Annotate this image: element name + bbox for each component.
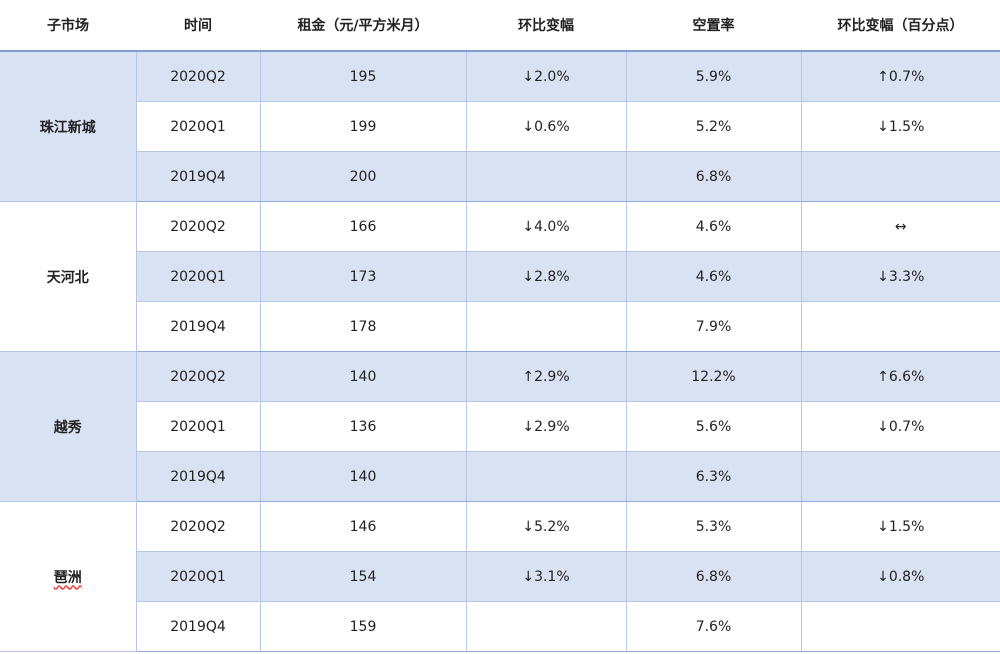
table-row: 琶洲 2020Q2 146 ↓5.2% 5.3% ↓1.5% (0, 501, 1000, 652)
vacancy-change-cell (800, 301, 1000, 352)
vacancy-cell: 7.6% (625, 601, 802, 652)
time-cell: 2020Q1 (136, 101, 261, 152)
header-time: 时间 (136, 0, 260, 52)
time-cell: 2019Q4 (136, 301, 261, 352)
table-row: 2019Q4 159 7.6% (0, 601, 1000, 652)
rent-change-cell (465, 451, 627, 502)
rent-cell: 159 (259, 601, 467, 652)
rent-cell: 199 (259, 101, 467, 152)
rent-cell: 146 (259, 501, 467, 552)
submarket-cell: 天河北 (0, 201, 137, 352)
header-row: 子市场 时间 租金（元/平方米月） 环比变幅 空置率 环比变幅（百分点） (0, 0, 1000, 52)
table-row: 2019Q4 200 6.8% (0, 151, 1000, 202)
rent-change-cell (465, 301, 627, 352)
vacancy-change-cell (800, 601, 1000, 652)
rent-change-cell: ↓3.1% (465, 551, 627, 602)
rent-cell: 195 (259, 50, 467, 102)
rent-change-cell (465, 151, 627, 202)
rent-cell: 200 (259, 151, 467, 202)
vacancy-cell: 6.8% (625, 151, 802, 202)
rent-cell: 154 (259, 551, 467, 602)
vacancy-cell: 5.9% (625, 50, 802, 102)
vacancy-cell: 7.9% (625, 301, 802, 352)
header-vacancy: 空置率 (626, 0, 801, 52)
header-submarket: 子市场 (0, 0, 136, 52)
rent-change-cell (465, 601, 627, 652)
vacancy-change-cell: ↓3.3% (800, 251, 1000, 302)
rent-change-cell: ↓4.0% (465, 201, 627, 252)
time-cell: 2019Q4 (136, 151, 261, 202)
table-row: 越秀 2020Q2 140 ↑2.9% 12.2% ↑6.6% (0, 351, 1000, 502)
time-cell: 2020Q2 (135, 201, 261, 252)
table-row: 2020Q1 136 ↓2.9% 5.6% ↓0.7% (0, 401, 1000, 452)
rent-change-cell: ↓0.6% (465, 101, 627, 152)
vacancy-change-cell: ↓1.5% (800, 101, 1000, 152)
vacancy-change-cell (800, 151, 1000, 202)
table-row: 天河北 2020Q2 166 ↓4.0% 4.6% ↔ (0, 201, 1000, 352)
time-cell: 2020Q1 (136, 401, 261, 452)
table-row: 2019Q4 178 7.9% (0, 301, 1000, 352)
time-cell: 2020Q2 (135, 50, 261, 102)
rent-change-cell: ↓2.8% (465, 251, 627, 302)
vacancy-cell: 12.2% (625, 351, 802, 402)
rent-cell: 178 (259, 301, 467, 352)
submarket-label: 琶洲 (53, 569, 82, 586)
time-cell: 2020Q1 (136, 551, 261, 602)
vacancy-cell: 5.6% (625, 401, 802, 452)
vacancy-change-cell (800, 451, 1000, 502)
time-cell: 2020Q2 (135, 501, 261, 552)
vacancy-change-cell: ↓1.5% (800, 501, 1000, 552)
vacancy-change-cell: ↑6.6% (800, 351, 1000, 402)
rent-change-cell: ↓2.0% (465, 50, 627, 102)
vacancy-change-cell: ↔ (800, 201, 1000, 252)
time-cell: 2019Q4 (136, 451, 261, 502)
vacancy-cell: 4.6% (625, 201, 802, 252)
rent-cell: 140 (259, 451, 467, 502)
rent-change-cell: ↑2.9% (465, 351, 627, 402)
header-vacancy-change: 环比变幅（百分点） (801, 0, 1000, 52)
submarket-cell: 琶洲 (0, 501, 137, 652)
table-row: 2019Q4 140 6.3% (0, 451, 1000, 502)
rent-change-cell: ↓5.2% (465, 501, 627, 552)
time-cell: 2020Q2 (135, 351, 261, 402)
vacancy-cell: 6.3% (625, 451, 802, 502)
header-rent: 租金（元/平方米月） (260, 0, 466, 52)
vacancy-cell: 5.2% (625, 101, 802, 152)
submarket-cell: 珠江新城 (0, 50, 137, 202)
table-row: 珠江新城 2020Q2 195 ↓2.0% 5.9% ↑0.7% (0, 50, 1000, 202)
submarket-cell: 越秀 (0, 351, 137, 502)
table-row: 2020Q1 199 ↓0.6% 5.2% ↓1.5% (0, 101, 1000, 152)
rent-cell: 173 (259, 251, 467, 302)
vacancy-cell: 5.3% (625, 501, 802, 552)
rent-cell: 140 (259, 351, 467, 402)
table-row: 2020Q1 173 ↓2.8% 4.6% ↓3.3% (0, 251, 1000, 302)
vacancy-change-cell: ↑0.7% (800, 50, 1000, 102)
rent-change-cell: ↓2.9% (465, 401, 627, 452)
time-cell: 2019Q4 (136, 601, 261, 652)
rent-cell: 166 (259, 201, 467, 252)
rent-cell: 136 (259, 401, 467, 452)
table-row: 2020Q1 154 ↓3.1% 6.8% ↓0.8% (0, 551, 1000, 602)
vacancy-change-cell: ↓0.7% (800, 401, 1000, 452)
time-cell: 2020Q1 (136, 251, 261, 302)
vacancy-change-cell: ↓0.8% (800, 551, 1000, 602)
vacancy-cell: 6.8% (625, 551, 802, 602)
header-rent-change: 环比变幅 (466, 0, 626, 52)
vacancy-cell: 4.6% (625, 251, 802, 302)
